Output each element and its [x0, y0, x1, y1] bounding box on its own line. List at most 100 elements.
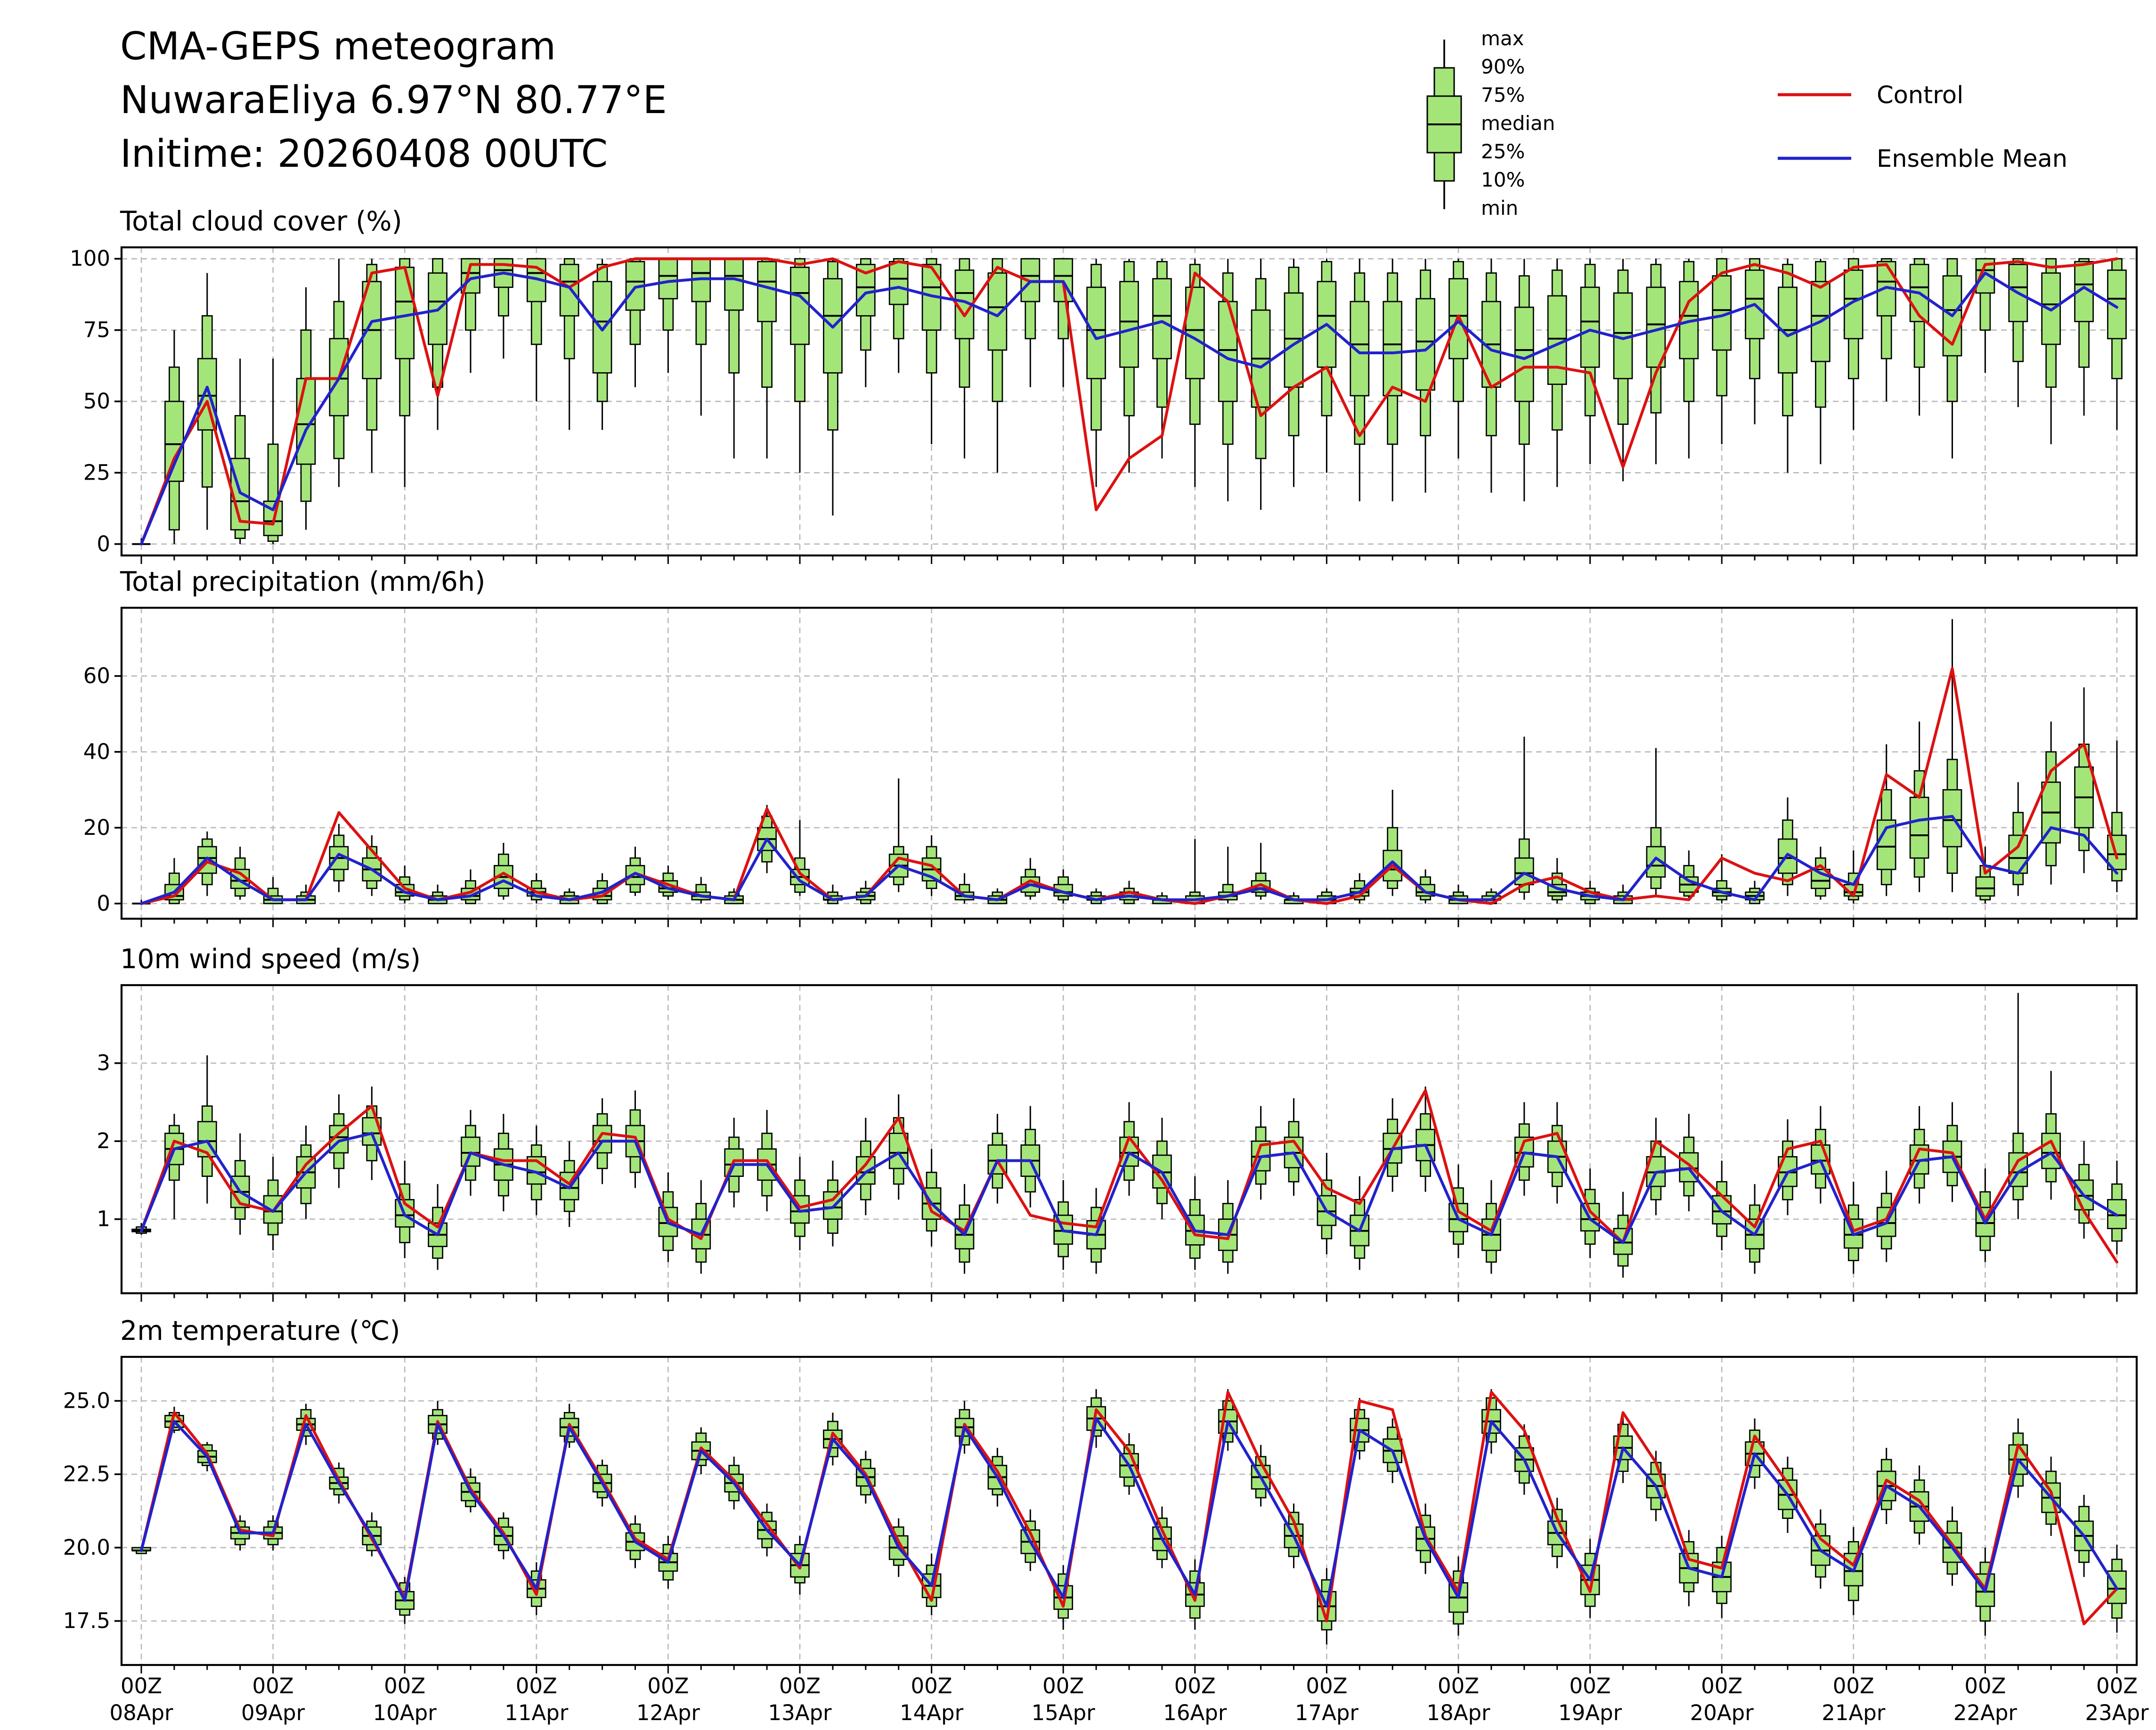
x-label-date: 13Apr — [768, 1700, 832, 1725]
x-axis-labels: 00Z08Apr00Z09Apr00Z10Apr00Z11Apr00Z12Apr… — [109, 1673, 2149, 1725]
panel-1-boxes — [132, 619, 2127, 905]
x-label-date: 17Apr — [1295, 1700, 1359, 1725]
x-label-date: 18Apr — [1426, 1700, 1490, 1725]
chart-inittime: Initime: 20260408 00UTC — [120, 132, 608, 176]
x-label-date: 10Apr — [373, 1700, 437, 1725]
panel-border — [120, 1355, 2138, 1666]
x-label-time: 00Z — [121, 1673, 162, 1698]
y-tick-label: 1 — [97, 1207, 110, 1232]
legend-label-10: 10% — [1481, 168, 1525, 191]
panel-2: 1 2 3 — [97, 984, 2138, 1302]
ensemble-mean-line — [139, 1417, 2118, 1608]
y-tick-label: 0 — [97, 891, 110, 916]
x-label-date: 14Apr — [900, 1700, 964, 1725]
control-label: Control — [1877, 82, 1963, 109]
x-label-time: 00Z — [1701, 1673, 1742, 1698]
x-label-date: 20Apr — [1690, 1700, 1754, 1725]
x-label-date: 16Apr — [1163, 1700, 1227, 1725]
x-label-time: 00Z — [516, 1673, 557, 1698]
legend-label-median: median — [1481, 112, 1555, 135]
box-25-75 — [164, 400, 184, 482]
legend-label-90: 90% — [1481, 55, 1525, 78]
y-tick-label: 20.0 — [63, 1535, 110, 1560]
box-25-75 — [559, 263, 579, 317]
x-label-time: 00Z — [1306, 1673, 1347, 1698]
panel-0: 0 25 50 75 100 — [70, 246, 2138, 564]
panel-title-temp: 2m temperature (℃) — [120, 1315, 400, 1346]
y-tick-label: 100 — [70, 246, 110, 271]
box-25-75 — [1119, 281, 1139, 368]
panel-0-boxes — [132, 258, 2127, 545]
x-label-time: 00Z — [1042, 1673, 1084, 1698]
x-label-date: 19Apr — [1558, 1700, 1622, 1725]
plots: 0255075100020406012317.520.022.525.000Z0… — [63, 246, 2149, 1725]
panel-title-wind: 10m wind speed (m/s) — [120, 944, 421, 975]
y-tick-label: 2 — [97, 1128, 110, 1153]
y-tick-label: 20 — [83, 815, 110, 840]
box-25-75 — [395, 267, 415, 359]
box-25-75 — [2107, 1199, 2127, 1229]
x-label-time: 00Z — [1438, 1673, 1479, 1698]
chart-title: CMA-GEPS meteogram — [120, 24, 556, 69]
panel-title-cloud: Total cloud cover (%) — [120, 206, 402, 237]
chart-location: NuwaraEliya 6.97°N 80.77°E — [120, 78, 667, 122]
control-line — [139, 257, 2118, 546]
x-label-time: 00Z — [911, 1673, 952, 1698]
boxplot-legend-glyph — [1426, 40, 1462, 209]
legend-label-max: max — [1481, 27, 1524, 50]
box-25-75 — [1580, 286, 1600, 368]
panel-1: 0 20 40 60 — [83, 606, 2138, 927]
x-label-date: 12Apr — [636, 1700, 700, 1725]
boxplot-legend-labels: max 90% 75% median 25% 10% min — [1481, 27, 1555, 220]
box-25-75 — [757, 261, 777, 322]
x-label-date: 22Apr — [1953, 1700, 2018, 1725]
y-tick-label: 50 — [83, 389, 110, 414]
x-label-time: 00Z — [647, 1673, 689, 1698]
box-25-75 — [888, 261, 909, 305]
panel-2-boxes — [131, 993, 2127, 1278]
y-tick-label: 3 — [97, 1051, 110, 1076]
y-tick-label: 25.0 — [63, 1388, 110, 1413]
x-label-time: 00Z — [1570, 1673, 1611, 1698]
y-tick-label: 17.5 — [63, 1608, 110, 1633]
ensemble-mean-line — [139, 271, 2118, 546]
control-line — [139, 667, 2118, 905]
box-25-75 — [1152, 278, 1172, 359]
box-25-75 — [1909, 797, 1929, 859]
y-tick-label: 25 — [83, 460, 110, 485]
x-label-date: 09Apr — [241, 1700, 305, 1725]
box-25-75 — [1514, 306, 1534, 402]
legend-label-75: 75% — [1481, 83, 1525, 106]
panel-border — [120, 606, 2138, 920]
y-tick-label: 22.5 — [63, 1461, 110, 1486]
legend-label-min: min — [1481, 196, 1518, 220]
x-label-time: 00Z — [1964, 1673, 2006, 1698]
box-25-75 — [1975, 876, 1995, 897]
x-label-date: 11Apr — [504, 1700, 569, 1725]
y-tick-label: 40 — [83, 739, 110, 764]
panel-3-boxes — [131, 1389, 2127, 1645]
x-label-time: 00Z — [779, 1673, 821, 1698]
panel-3: 17.5 20.0 22.5 25.0 — [63, 1355, 2138, 1673]
box-25-75 — [1053, 258, 1074, 302]
legend-label-25: 25% — [1481, 140, 1525, 163]
box-25-75 — [724, 258, 744, 311]
header: CMA-GEPS meteogram NuwaraEliya 6.97°N 80… — [120, 24, 667, 176]
x-label-date: 21Apr — [1822, 1700, 1886, 1725]
box-25-75 — [1514, 857, 1534, 885]
y-tick-label: 0 — [97, 531, 110, 556]
y-tick-label: 60 — [83, 663, 110, 688]
ensemble-label: Ensemble Mean — [1877, 145, 2067, 173]
box-25-75 — [790, 267, 810, 345]
box-25-75 — [197, 358, 217, 431]
x-label-date: 08Apr — [109, 1700, 173, 1725]
y-tick-label: 75 — [83, 318, 110, 343]
x-label-time: 00Z — [2096, 1673, 2138, 1698]
box-25-75 — [1350, 301, 1370, 397]
x-label-date: 23Apr — [2085, 1700, 2149, 1725]
x-label-time: 00Z — [1833, 1673, 1874, 1698]
box-25-75 — [1383, 301, 1403, 397]
line-legend: Control Ensemble Mean — [1777, 82, 2067, 173]
